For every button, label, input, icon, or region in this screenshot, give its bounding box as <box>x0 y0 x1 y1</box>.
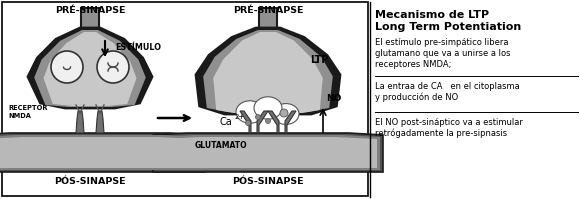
Polygon shape <box>213 32 322 113</box>
Ellipse shape <box>254 97 282 119</box>
Polygon shape <box>34 30 146 107</box>
Polygon shape <box>0 133 205 172</box>
Text: El NO post-sináptico va a estimular: El NO post-sináptico va a estimular <box>375 118 523 127</box>
Ellipse shape <box>245 121 251 126</box>
Polygon shape <box>159 137 377 168</box>
Text: El estímulo pre-simpático libera: El estímulo pre-simpático libera <box>375 38 509 47</box>
Polygon shape <box>259 8 277 40</box>
Text: La entraa de CA   en el citoplasma: La entraa de CA en el citoplasma <box>375 82 520 91</box>
Text: PRÉ-SINAPSE: PRÉ-SINAPSE <box>55 6 125 15</box>
Ellipse shape <box>280 109 288 117</box>
Ellipse shape <box>273 104 299 124</box>
Polygon shape <box>96 111 104 133</box>
Polygon shape <box>0 137 199 168</box>
Text: Ca: Ca <box>220 117 233 127</box>
Polygon shape <box>203 30 333 112</box>
Text: NO: NO <box>326 94 342 103</box>
Ellipse shape <box>51 51 83 83</box>
Text: LTP: LTP <box>310 55 328 65</box>
Polygon shape <box>257 111 268 133</box>
Text: PÓS-SINAPSE: PÓS-SINAPSE <box>232 177 304 186</box>
Text: PRÉ-SINAPSE: PRÉ-SINAPSE <box>233 6 303 15</box>
Text: PÓS-SINAPSE: PÓS-SINAPSE <box>54 177 126 186</box>
Text: GLUTAMATO: GLUTAMATO <box>195 140 248 149</box>
Polygon shape <box>76 111 84 133</box>
Polygon shape <box>153 133 383 172</box>
Polygon shape <box>285 111 296 133</box>
Ellipse shape <box>236 101 264 123</box>
Polygon shape <box>28 28 152 108</box>
Text: receptores NMDA;: receptores NMDA; <box>375 60 451 69</box>
Text: Long Term Potentiation: Long Term Potentiation <box>375 22 521 32</box>
Text: RECEPTOR
NMDA: RECEPTOR NMDA <box>8 105 48 118</box>
Polygon shape <box>81 8 99 35</box>
Ellipse shape <box>266 118 270 124</box>
Bar <box>2 2 368 196</box>
Polygon shape <box>196 28 340 114</box>
Ellipse shape <box>97 51 129 83</box>
Polygon shape <box>268 111 279 133</box>
Text: Mecanismo de LTP: Mecanismo de LTP <box>375 10 489 20</box>
Polygon shape <box>156 135 380 170</box>
Text: 2+: 2+ <box>235 114 245 120</box>
Ellipse shape <box>256 114 260 120</box>
Polygon shape <box>44 32 136 106</box>
Text: glutamano que va a unirse a los: glutamano que va a unirse a los <box>375 49 510 58</box>
Text: retrógadamente la pre-sipnasis: retrógadamente la pre-sipnasis <box>375 129 507 139</box>
Polygon shape <box>0 135 202 170</box>
Text: ESTÍMULO: ESTÍMULO <box>115 44 161 53</box>
Polygon shape <box>240 111 251 133</box>
Text: y producción de NO: y producción de NO <box>375 93 458 102</box>
